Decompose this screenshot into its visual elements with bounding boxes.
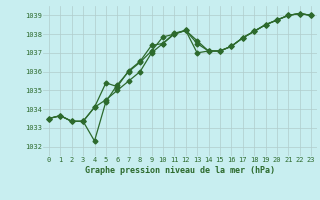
X-axis label: Graphe pression niveau de la mer (hPa): Graphe pression niveau de la mer (hPa): [85, 166, 275, 175]
